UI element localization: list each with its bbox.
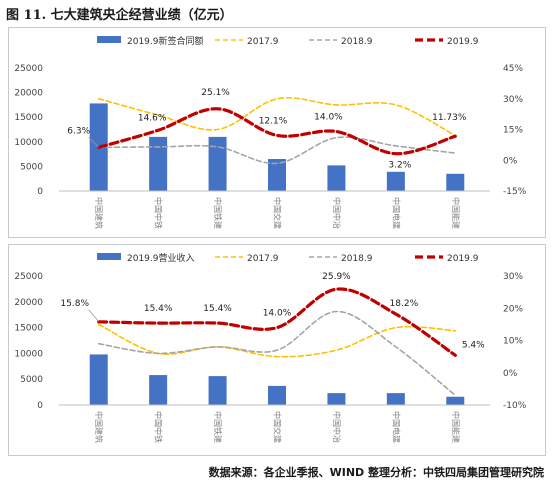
bar-5 — [327, 165, 346, 191]
y-tick-label: 0 — [37, 401, 43, 411]
x-tick-label: 中国铁建 — [213, 197, 223, 229]
legend-item: 2019.9新签合同额 — [97, 35, 204, 47]
y-tick-label: 20000 — [14, 298, 43, 308]
data-label: 14.0% — [314, 113, 343, 123]
data-label: 3.2% — [388, 161, 411, 171]
y-tick-label: 10000 — [14, 138, 43, 148]
bar-2 — [149, 136, 168, 191]
legend-item: 2017.9 — [215, 37, 279, 47]
legend-label: 2019.9 — [447, 37, 479, 47]
series-line-2018.9 — [97, 310, 457, 397]
legend-item: 2018.9 — [309, 37, 373, 47]
y-tick-label: 10000 — [14, 349, 43, 359]
new-contracts-chart-svg: 2019.9新签合同额 2017.9 2018.9 2019.9 0 5000 10000 1… — [14, 35, 527, 229]
legend-item: 2019.9 — [415, 254, 479, 264]
bar-3 — [208, 376, 227, 405]
series-line-2019.9 — [97, 107, 457, 156]
x-tick-label: 中国中铁 — [154, 197, 164, 229]
bar-3 — [208, 136, 227, 191]
data-label: 6.3% — [67, 126, 90, 136]
x-tick-label: 中国电建 — [391, 411, 401, 443]
data-label: 15.4% — [144, 304, 173, 314]
legend-item: 2017.9 — [215, 254, 279, 264]
series-line-2019.9 — [97, 287, 457, 357]
y-tick-label: 25000 — [14, 64, 43, 74]
x-tick-label: 中国铁建 — [213, 411, 223, 443]
y-tick-label: 0 — [37, 187, 43, 197]
y-tick-label: 25000 — [14, 272, 43, 282]
bar-7 — [446, 173, 465, 191]
data-label: 15.8% — [60, 299, 89, 309]
x-tick-label: 中国能建 — [451, 411, 461, 443]
x-tick-label: 中国建筑 — [94, 411, 104, 443]
y2-tick-label: 20% — [503, 304, 523, 314]
y2-tick-label: 10% — [503, 337, 523, 347]
y-tick-label: 15000 — [14, 113, 43, 123]
bar-1 — [89, 354, 108, 405]
legend-label: 2017.9 — [247, 254, 279, 264]
legend-label: 2019.9 — [447, 254, 479, 264]
legend-item: 2018.9 — [309, 254, 373, 264]
data-label: 14.6% — [138, 113, 167, 123]
y2-tick-label: -10% — [503, 401, 527, 411]
bar-6 — [386, 171, 405, 191]
bar-5 — [327, 393, 346, 405]
bar-2 — [149, 375, 168, 405]
bar-7 — [446, 396, 465, 405]
x-tick-label: 中国交建 — [273, 197, 283, 229]
bar-4 — [268, 385, 286, 405]
legend-swatch-bar — [97, 36, 121, 43]
revenue-chart-svg: 2019.9营业收入 2017.9 2018.9 2019.9 0 5000 10000 15… — [14, 252, 527, 443]
source-note: 数据来源：各企业季报、WIND 整理分析：中铁四局集团管理研究院 — [208, 466, 544, 479]
data-label-leader — [88, 137, 99, 148]
legend-swatch-bar — [97, 253, 121, 260]
data-label-leader — [88, 309, 100, 323]
series-line-2018.9 — [97, 136, 457, 165]
legend-item: 2019.9 — [415, 37, 479, 47]
y2-tick-label: -15% — [503, 187, 527, 197]
data-label: 5.4% — [462, 340, 485, 350]
data-label: 15.4% — [203, 304, 232, 314]
legend-label: 2018.9 — [341, 37, 373, 47]
new-contracts-chart: 2019.9新签合同额 2017.9 2018.9 2019.9 0 5000 10000 1… — [8, 27, 546, 238]
data-label: 14.0% — [263, 309, 292, 319]
x-tick-label: 中国建筑 — [94, 197, 104, 229]
data-label: 12.1% — [259, 116, 288, 126]
y2-tick-label: 30% — [503, 95, 523, 105]
y2-tick-label: 15% — [503, 126, 523, 136]
x-tick-label: 中国交建 — [273, 411, 283, 443]
legend-label: 2017.9 — [247, 37, 279, 47]
revenue-chart: 2019.9营业收入 2017.9 2018.9 2019.9 0 5000 10000 15… — [8, 244, 546, 456]
data-label: 11.73% — [432, 113, 467, 123]
data-label: 25.1% — [201, 88, 230, 98]
series-line-2017.9 — [97, 97, 457, 137]
data-label: 18.2% — [390, 299, 419, 309]
data-label: 25.9% — [322, 272, 351, 282]
bar-6 — [386, 393, 405, 405]
x-tick-label: 中国电建 — [391, 197, 401, 229]
y2-tick-label: 0% — [503, 369, 518, 379]
y2-tick-label: 30% — [503, 272, 523, 282]
y-tick-label: 20000 — [14, 89, 43, 99]
figure-title: 图 11. 七大建筑央企经营业绩（亿元） — [6, 8, 233, 23]
legend-item: 2019.9营业收入 — [97, 252, 195, 264]
legend-label: 2019.9新签合同额 — [127, 35, 204, 47]
x-tick-label: 中国中冶 — [332, 411, 342, 443]
legend-label: 2018.9 — [341, 254, 373, 264]
legend-label: 2019.9营业收入 — [127, 252, 195, 264]
x-tick-label: 中国中冶 — [332, 197, 342, 229]
bar-4 — [268, 159, 286, 191]
y-tick-label: 5000 — [20, 375, 43, 385]
y-tick-label: 5000 — [20, 162, 43, 172]
y-tick-label: 15000 — [14, 324, 43, 334]
x-tick-label: 中国能建 — [451, 197, 461, 229]
x-tick-label: 中国中铁 — [154, 411, 164, 443]
y2-tick-label: 45% — [503, 64, 523, 74]
y2-tick-label: 0% — [503, 156, 518, 166]
